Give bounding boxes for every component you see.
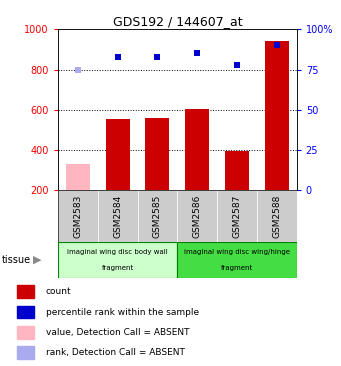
Text: GSM2587: GSM2587 [233,194,241,238]
Bar [17,306,34,318]
Text: GSM2586: GSM2586 [193,194,202,238]
Bar [185,109,209,190]
Text: value, Detection Call = ABSENT: value, Detection Call = ABSENT [46,328,189,337]
Text: percentile rank within the sample: percentile rank within the sample [46,307,199,317]
Bar [66,164,90,190]
Bar [177,242,297,278]
Bar [146,118,169,190]
Bar [225,151,249,190]
Text: GSM2588: GSM2588 [272,194,281,238]
Text: GSM2583: GSM2583 [73,194,83,238]
Bar [177,190,217,242]
Text: GSM2584: GSM2584 [113,194,122,238]
Text: GSM2585: GSM2585 [153,194,162,238]
Bar [137,190,177,242]
Title: GDS192 / 144607_at: GDS192 / 144607_at [113,15,242,28]
Bar [265,41,289,190]
Bar [98,190,137,242]
Text: imaginal wing disc wing/hinge: imaginal wing disc wing/hinge [184,249,290,255]
Text: rank, Detection Call = ABSENT: rank, Detection Call = ABSENT [46,348,184,357]
Bar [257,190,297,242]
Bar [217,190,257,242]
Text: tissue: tissue [2,255,31,265]
Text: count: count [46,287,71,296]
Text: fragment: fragment [221,265,253,271]
Bar [17,346,34,359]
Bar [17,326,34,339]
Text: imaginal wing disc body wall: imaginal wing disc body wall [67,249,168,255]
Bar [58,190,98,242]
Bar [17,285,34,298]
Bar [106,119,130,190]
Bar [58,242,177,278]
Text: ▶: ▶ [33,255,42,265]
Text: fragment: fragment [102,265,134,271]
